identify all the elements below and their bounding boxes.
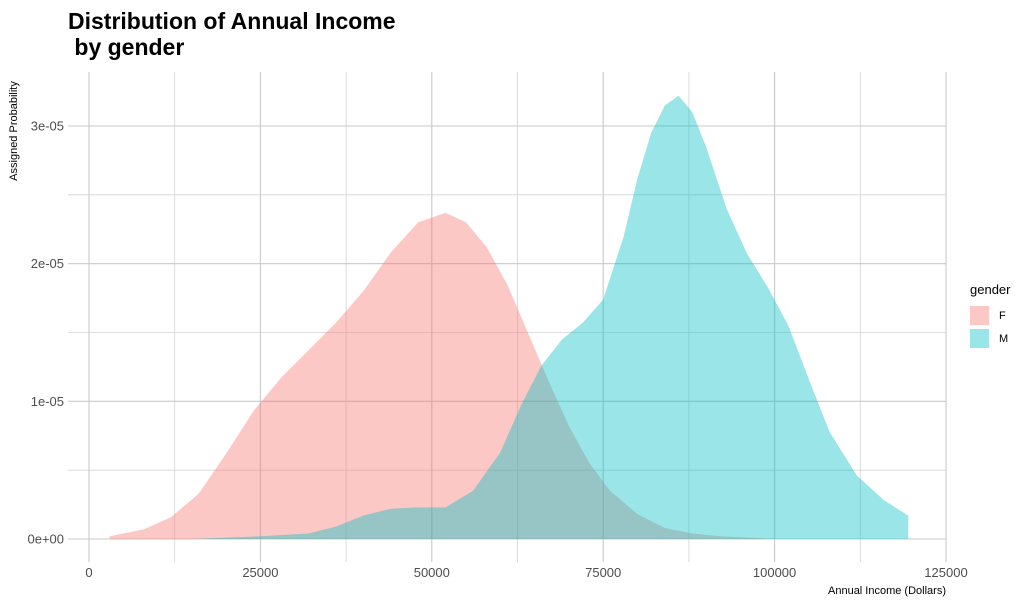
x-tick-label: 125000 [924, 565, 967, 580]
minor-grid [68, 72, 946, 562]
legend-item-m: M [970, 327, 1010, 350]
x-tick-label: 50000 [414, 565, 450, 580]
x-tick-label: 25000 [242, 565, 278, 580]
x-tick-label: 0 [85, 565, 92, 580]
legend: gender F M [970, 282, 1010, 350]
density-area-m [191, 95, 909, 540]
y-tick-label: 1e-05 [31, 394, 64, 409]
x-tick-labels: 0 25000 50000 75000 100000 125000 [85, 565, 967, 580]
legend-item-f: F [970, 304, 1010, 327]
x-tick-label: 100000 [753, 565, 796, 580]
y-axis-label: Assigned Probability [8, 81, 20, 181]
major-grid [68, 72, 947, 562]
y-tick-label: 2e-05 [31, 256, 64, 271]
x-axis-label: Annual Income (Dollars) [828, 585, 946, 597]
density-areas [109, 95, 909, 540]
legend-label-f: F [999, 309, 1006, 322]
legend-swatch-f [970, 306, 989, 325]
y-tick-label: 3e-05 [31, 119, 64, 134]
chart-title: Distribution of Annual Income by gender [68, 8, 396, 60]
y-tick-labels: 0e+00 1e-05 2e-05 3e-05 [27, 119, 64, 547]
density-area-f [109, 212, 775, 540]
y-tick-label: 0e+00 [27, 532, 64, 547]
legend-title: gender [970, 282, 1011, 297]
legend-swatch-m [970, 329, 989, 348]
legend-label-m: M [999, 332, 1009, 345]
x-tick-label: 75000 [585, 565, 621, 580]
